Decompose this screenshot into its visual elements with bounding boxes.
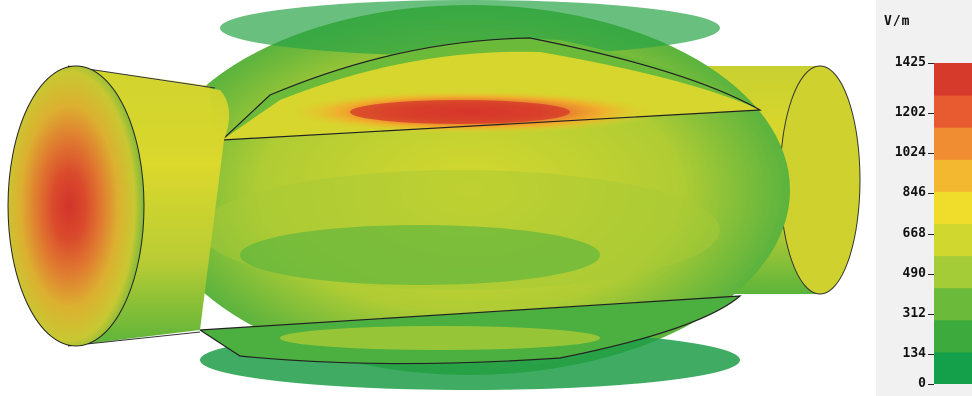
colorbar-legend: V/m 1425 1202 1024 846 668 490 312 134 0 [876,0,972,396]
colorbar-tick-mark [928,233,934,235]
colorbar-band [934,255,972,289]
colorbar-band [934,191,972,224]
colorbar-tick-label: 134 [902,345,926,361]
colorbar-band [934,223,972,257]
colorbar-band [934,127,972,160]
colorbar-tick-mark [928,153,934,155]
lower-wedge [199,295,742,365]
colorbar-tick-label: 1202 [894,105,926,121]
colorbar-tick-mark [928,193,934,195]
colorbar-tick-mark [928,273,934,275]
colorbar-tick-label: 312 [902,305,926,321]
upper-wedge [221,37,763,141]
colorbar-tick-label: 490 [902,265,926,281]
colorbar-tick-mark [928,313,934,315]
colorbar-tick-label: 0 [918,376,926,391]
field-plot [7,0,861,390]
colorbar-band [934,159,972,192]
colorbar-tick-label: 1425 [894,55,926,70]
colorbar-tick-mark [928,353,934,355]
colorbar-tick-label: 1024 [894,145,926,161]
colorbar-tick-mark [928,63,934,64]
colorbar-tick-mark [928,113,934,115]
colorbar-tick-label: 846 [902,185,926,201]
colorbar-band [934,63,972,96]
colorbar-unit: V/m [884,14,911,29]
left-end-face [7,65,145,347]
colorbar-tick-label: 668 [902,225,926,241]
colorbar-band [934,95,972,128]
colorbar-tick-mark [928,384,934,385]
colorbar-band [934,319,972,353]
colorbar-band [934,351,972,384]
colorbar-gradient [934,63,972,384]
colorbar-band [934,287,972,321]
